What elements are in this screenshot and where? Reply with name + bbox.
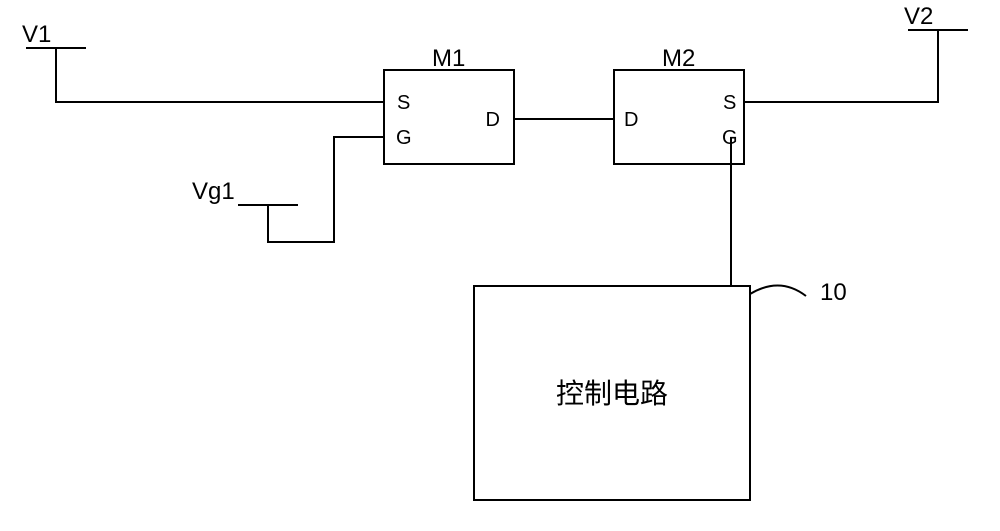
wire-v1-to-m1s (56, 48, 384, 102)
terminal-v2-label: V2 (904, 3, 933, 30)
wire-vg1-to-m1g (268, 137, 384, 242)
control-callout-leader (750, 285, 806, 296)
m2-pin-g: G (722, 127, 738, 149)
m1-pin-d: D (486, 109, 500, 131)
m2-pin-d: D (624, 109, 638, 131)
control-circuit-label: 控制电路 (556, 378, 668, 409)
transistor-m2-label: M2 (662, 45, 695, 72)
m1-pin-g: G (396, 127, 412, 149)
control-callout-label: 10 (820, 279, 847, 306)
transistor-m1-label: M1 (432, 45, 465, 72)
wire-v2-to-m2s (744, 30, 938, 102)
m2-pin-s: S (723, 92, 736, 114)
terminal-vg1-label: Vg1 (192, 178, 235, 205)
terminal-v1-label: V1 (22, 21, 51, 48)
m1-pin-s: S (397, 92, 410, 114)
